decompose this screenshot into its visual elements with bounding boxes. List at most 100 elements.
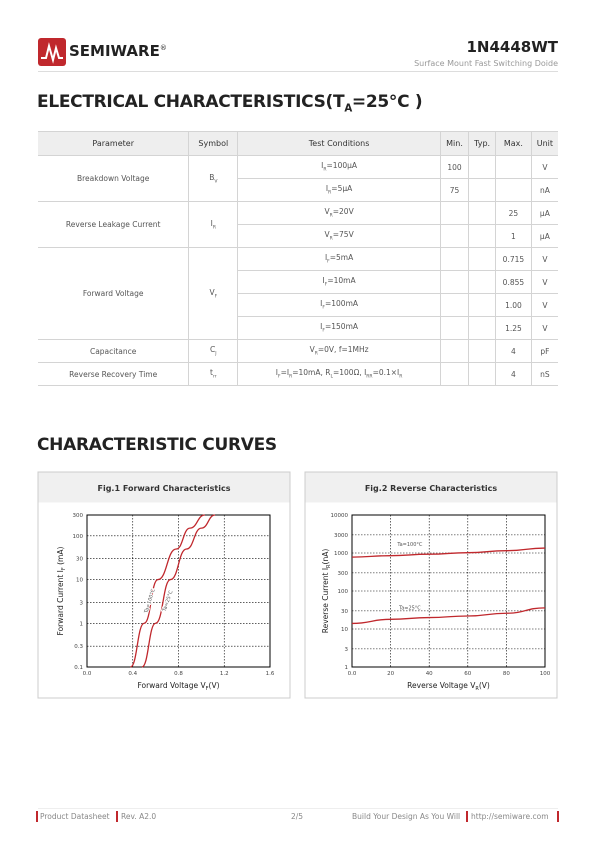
column-header: Min. <box>439 131 470 156</box>
text: =I <box>280 368 290 378</box>
subscript: R <box>212 225 216 231</box>
typ-cell <box>468 316 497 340</box>
x-tick-label: 20 <box>387 671 394 677</box>
subscript: F <box>206 686 209 692</box>
separator <box>116 811 118 822</box>
subscript: F <box>327 259 330 265</box>
text: I <box>322 276 325 286</box>
table-row: VR=75V 1 μA <box>38 224 558 248</box>
typ-cell <box>468 178 497 202</box>
spec-table: Parameter Symbol Test Conditions Min. Typ. Ma… <box>38 131 558 386</box>
x-axis-label: Forward Voltage VF​(V) <box>137 681 219 692</box>
y-tick-label: 3 <box>345 647 349 653</box>
curve-label: Ta=100°C <box>396 542 423 548</box>
text: =75V <box>332 230 354 240</box>
x-tick-label: 0.0 <box>348 671 357 677</box>
y-tick-label: 3000 <box>334 533 348 539</box>
y-tick-label: 1 <box>345 665 349 671</box>
subscript: R <box>329 213 333 219</box>
text: (mA) <box>56 546 65 567</box>
subscript: R <box>326 564 332 568</box>
subscript: F <box>324 282 328 288</box>
test-condition: IF=150mA <box>237 316 441 340</box>
table-row: Capacitance CJ VR=0V, f=1MHz 4 pF <box>38 339 558 363</box>
subscript: R <box>475 686 479 692</box>
text: =25°C ) <box>351 92 423 112</box>
curve <box>141 514 216 668</box>
x-tick-label: 60 <box>464 671 471 677</box>
y-tick-label: 3 <box>80 600 84 606</box>
subscript: R <box>328 190 332 196</box>
text: =100mA <box>324 299 359 309</box>
typ-cell <box>468 201 497 225</box>
max-cell: 1.25 <box>495 316 532 340</box>
text: Forward Current I <box>56 570 65 635</box>
max-cell <box>495 178 532 202</box>
table-row: Breakdown Voltage BV IR=100μA 100 V <box>38 155 558 202</box>
x-tick-label: 1.6 <box>266 671 275 677</box>
slogan: Build Your Design As You Will <box>352 812 461 821</box>
y-tick-label: 0.1 <box>74 665 83 671</box>
description: Surface Mount Fast Switching Doide <box>414 59 558 68</box>
y-tick-label: 30 <box>76 557 83 563</box>
y-tick-label: 300 <box>73 513 84 519</box>
table-row: Reverse Leakage Current IR VR=20V 25 μA <box>38 201 558 248</box>
brand-name: SEMIWARE <box>69 42 160 60</box>
separator <box>466 811 468 822</box>
subscript: R <box>314 351 318 357</box>
typ-cell <box>468 362 497 386</box>
subscript: F <box>322 305 325 311</box>
test-condition: IF=IR=10mA, RL=100Ω, IRR=0.1×IR <box>237 362 441 386</box>
curve <box>351 547 546 558</box>
text: V <box>309 345 315 355</box>
text: =100Ω, I <box>332 368 367 378</box>
table-row: IF=150mA 1.25 V <box>38 316 558 340</box>
text: Forward Voltage V <box>137 681 206 690</box>
table-row: Reverse Recovery Time trr IF=IR=10mA, RL=1… <box>38 362 558 386</box>
y-tick-label: 1000 <box>334 551 348 557</box>
text: =100μA <box>326 161 358 171</box>
y-axis-label: Forward Current IF​ (mA) <box>56 546 67 635</box>
text: I <box>321 161 324 171</box>
max-cell <box>495 155 532 179</box>
url: http://semiware.com <box>471 812 549 821</box>
figure-title-bar <box>38 472 290 503</box>
test-condition: IR=100μA <box>237 155 441 179</box>
subscript: F <box>322 328 325 334</box>
test-condition: IF=10mA <box>237 270 441 294</box>
parameter: Forward Voltage <box>38 247 190 340</box>
subscript: RR <box>366 374 373 380</box>
subscript: rr <box>212 374 217 380</box>
text: =0.1×I <box>372 368 400 378</box>
test-condition: VR=75V <box>237 224 441 248</box>
curve <box>351 607 546 625</box>
x-tick-label: 100 <box>540 671 551 677</box>
symbol: CJ <box>188 339 239 363</box>
footer-rule <box>38 808 558 809</box>
text: t <box>210 368 213 378</box>
x-tick-label: 0.8 <box>174 671 183 677</box>
text: =20V <box>332 207 354 217</box>
text: I <box>275 368 278 378</box>
part-number: 1N4448WT <box>466 38 558 56</box>
test-condition: IF=100mA <box>237 293 441 317</box>
subscript: R <box>399 374 403 380</box>
text: V <box>324 207 330 217</box>
unit-cell: V <box>530 155 558 179</box>
text: Reverse Current I <box>321 568 330 633</box>
symbol: BV <box>188 155 239 202</box>
text: B <box>209 172 215 182</box>
x-tick-label: 0.0 <box>83 671 92 677</box>
text: (nA) <box>321 549 330 565</box>
figure-title: Fig.1 Forward Characteristics <box>98 484 231 493</box>
registered-mark: ® <box>159 44 167 52</box>
y-tick-label: 10 <box>341 627 348 633</box>
subscript: R <box>323 167 327 173</box>
section-title: CHARACTERISTIC CURVES <box>37 435 277 455</box>
x-tick-label: 80 <box>503 671 510 677</box>
subscript: F <box>61 567 67 570</box>
unit-cell: μA <box>530 201 558 225</box>
parameter: Capacitance <box>38 339 190 363</box>
